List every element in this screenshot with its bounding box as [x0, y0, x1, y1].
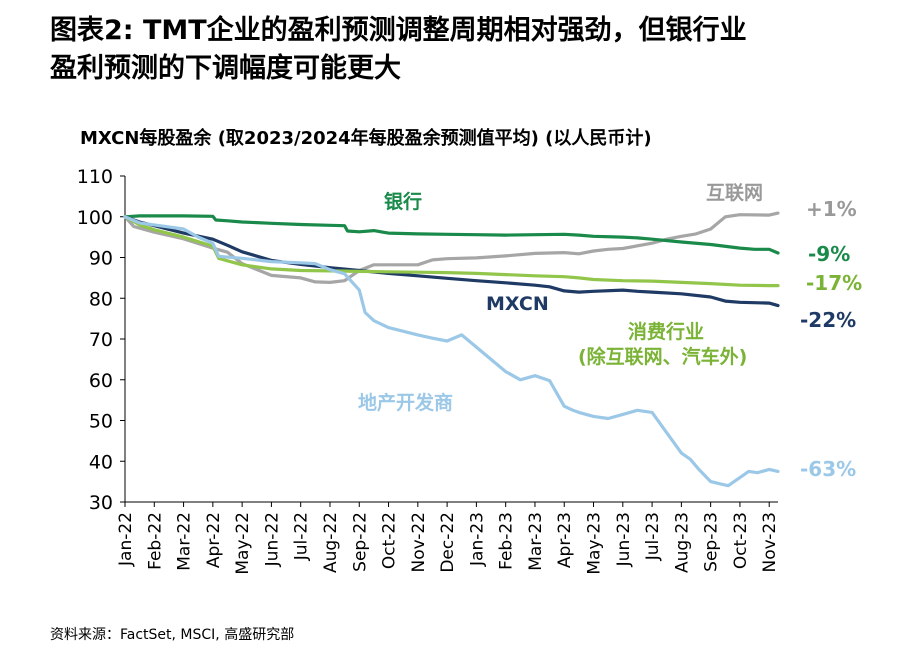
x-tick-label: Oct-22: [380, 512, 400, 569]
end-label-mxcn: -22%: [800, 308, 856, 332]
x-tick-label: Dec-22: [438, 512, 458, 573]
x-tick-label: Mar-23: [526, 512, 546, 571]
x-tick-label: Feb-22: [145, 512, 165, 570]
x-tick-label: Sep-22: [350, 512, 370, 572]
axes: 30 40 50 60 70 80 90 100 110 Jan-22 Feb-22 Mar-22 Ap…: [77, 166, 780, 575]
y-tick-label: 100: [77, 207, 113, 229]
series-line-2: [123, 215, 780, 308]
series-lines: [123, 211, 780, 488]
series-name-property: 地产开发商: [358, 391, 453, 414]
figure-heading-line-2: 盈利预测的下调幅度可能更大: [50, 53, 401, 84]
x-tick-label: Jun-22: [262, 512, 282, 567]
end-label-property: -63%: [800, 457, 856, 481]
end-label-bank: -9%: [808, 242, 850, 266]
x-tick-label: Jun-23: [614, 512, 634, 567]
series-name-mxcn: MXCN: [486, 293, 549, 315]
x-tick-label: Mar-22: [175, 512, 195, 571]
x-tick-label: Apr-23: [555, 512, 575, 568]
x-tick-label: May-23: [585, 512, 605, 575]
figure-heading: 图表2: TMT企业的盈利预测调整周期相对强劲，但银行业 盈利预测的下调幅度可能…: [50, 12, 890, 88]
series-labels: 银行 互联网 MXCN 消费行业(除互联网、汽车外) 地产开发商 +1% -9% -17% -2…: [358, 182, 862, 481]
y-tick-label: 90: [89, 248, 113, 270]
x-tick-label: Nov-23: [760, 512, 780, 573]
end-label-internet: +1%: [806, 197, 857, 221]
end-label-consumer: -17%: [806, 271, 862, 295]
y-tick-label: 30: [89, 492, 113, 514]
x-tick-label: Aug-22: [321, 512, 341, 573]
series-name-consumer-line-1: 消费行业: [628, 320, 704, 343]
series-line-1: [123, 211, 780, 284]
series-name-consumer-line-2: (除互联网、汽车外): [578, 345, 747, 368]
y-tick-label: 80: [89, 288, 113, 310]
x-tick-label: Jul-23: [643, 512, 663, 561]
series-line-0: [123, 214, 780, 255]
series-name-bank: 银行: [384, 190, 422, 213]
x-tick-label: Jul-22: [292, 512, 312, 561]
x-tick-label: Apr-22: [204, 512, 224, 568]
chart-title: MXCN每股盈余 (取2023/2024年每股盈余预测值平均) (以人民币计): [80, 128, 652, 149]
x-tick-label: Nov-22: [409, 512, 429, 573]
y-tick-label: 110: [77, 166, 113, 188]
y-tick-label: 60: [89, 370, 113, 392]
x-tick-label: Aug-23: [672, 512, 692, 573]
y-tick-label: 50: [89, 411, 113, 433]
y-tick-label: 70: [89, 329, 113, 351]
x-tick-label: Feb-23: [497, 512, 517, 570]
x-tick-label: Oct-23: [731, 512, 751, 569]
x-tick-label: Sep-23: [702, 512, 722, 572]
x-tick-label: May-22: [233, 512, 253, 575]
source-note: 资料来源：FactSet, MSCI, 高盛研究部: [50, 627, 295, 643]
x-tick-label: Jan-22: [116, 512, 136, 567]
y-tick-label: 40: [89, 451, 113, 473]
x-tick-label: Jan-23: [467, 512, 487, 567]
figure-heading-line-1: 图表2: TMT企业的盈利预测调整周期相对强劲，但银行业: [50, 15, 747, 46]
series-line-4: [123, 215, 780, 488]
series-name-internet: 互联网: [706, 182, 763, 204]
